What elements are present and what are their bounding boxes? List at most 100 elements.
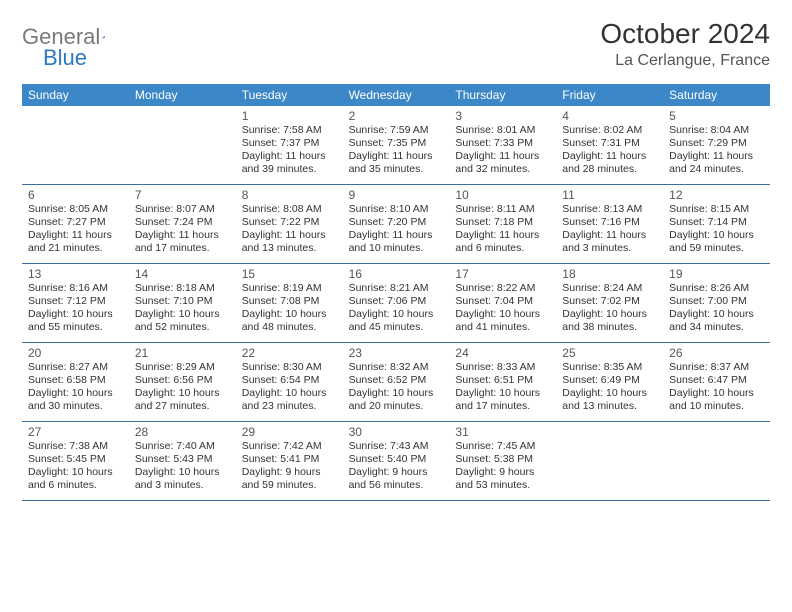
day-number: 12: [669, 188, 764, 202]
day-number: 2: [349, 109, 444, 123]
day-number: 24: [455, 346, 550, 360]
sunset-text: Sunset: 7:35 PM: [349, 137, 444, 150]
day-number: 22: [242, 346, 337, 360]
daylight-text: Daylight: 10 hours and 23 minutes.: [242, 387, 337, 413]
daylight-text: Daylight: 11 hours and 13 minutes.: [242, 229, 337, 255]
day-cell: 18Sunrise: 8:24 AMSunset: 7:02 PMDayligh…: [556, 264, 663, 342]
daylight-text: Daylight: 9 hours and 56 minutes.: [349, 466, 444, 492]
day-cell: 14Sunrise: 8:18 AMSunset: 7:10 PMDayligh…: [129, 264, 236, 342]
daylight-text: Daylight: 10 hours and 27 minutes.: [135, 387, 230, 413]
day-cell: 26Sunrise: 8:37 AMSunset: 6:47 PMDayligh…: [663, 343, 770, 421]
sunrise-text: Sunrise: 7:40 AM: [135, 440, 230, 453]
sunset-text: Sunset: 6:56 PM: [135, 374, 230, 387]
day-number: 21: [135, 346, 230, 360]
day-cell: 28Sunrise: 7:40 AMSunset: 5:43 PMDayligh…: [129, 422, 236, 500]
day-number: 15: [242, 267, 337, 281]
daylight-text: Daylight: 11 hours and 17 minutes.: [135, 229, 230, 255]
day-number: 27: [28, 425, 123, 439]
sunrise-text: Sunrise: 8:18 AM: [135, 282, 230, 295]
sunrise-text: Sunrise: 8:11 AM: [455, 203, 550, 216]
day-number: 10: [455, 188, 550, 202]
day-cell: 12Sunrise: 8:15 AMSunset: 7:14 PMDayligh…: [663, 185, 770, 263]
sunrise-text: Sunrise: 7:42 AM: [242, 440, 337, 453]
sunset-text: Sunset: 6:51 PM: [455, 374, 550, 387]
title-block: October 2024 La Cerlangue, France: [600, 18, 770, 70]
sunrise-text: Sunrise: 8:02 AM: [562, 124, 657, 137]
day-cell: 11Sunrise: 8:13 AMSunset: 7:16 PMDayligh…: [556, 185, 663, 263]
daylight-text: Daylight: 10 hours and 45 minutes.: [349, 308, 444, 334]
day-number: 28: [135, 425, 230, 439]
day-cell: [556, 422, 663, 500]
calendar: Sunday Monday Tuesday Wednesday Thursday…: [22, 84, 770, 501]
day-cell: 9Sunrise: 8:10 AMSunset: 7:20 PMDaylight…: [343, 185, 450, 263]
day-cell: 5Sunrise: 8:04 AMSunset: 7:29 PMDaylight…: [663, 106, 770, 184]
sunset-text: Sunset: 5:40 PM: [349, 453, 444, 466]
day-number: 6: [28, 188, 123, 202]
day-number: 7: [135, 188, 230, 202]
day-cell: 16Sunrise: 8:21 AMSunset: 7:06 PMDayligh…: [343, 264, 450, 342]
sunrise-text: Sunrise: 8:30 AM: [242, 361, 337, 374]
sunrise-text: Sunrise: 8:05 AM: [28, 203, 123, 216]
day-number: 4: [562, 109, 657, 123]
sunset-text: Sunset: 7:33 PM: [455, 137, 550, 150]
sunset-text: Sunset: 7:06 PM: [349, 295, 444, 308]
day-cell: 2Sunrise: 7:59 AMSunset: 7:35 PMDaylight…: [343, 106, 450, 184]
day-cell: 21Sunrise: 8:29 AMSunset: 6:56 PMDayligh…: [129, 343, 236, 421]
sunrise-text: Sunrise: 8:33 AM: [455, 361, 550, 374]
day-cell: [22, 106, 129, 184]
day-number: 13: [28, 267, 123, 281]
sunset-text: Sunset: 7:10 PM: [135, 295, 230, 308]
day-cell: 1Sunrise: 7:58 AMSunset: 7:37 PMDaylight…: [236, 106, 343, 184]
sunrise-text: Sunrise: 8:19 AM: [242, 282, 337, 295]
day-cell: 15Sunrise: 8:19 AMSunset: 7:08 PMDayligh…: [236, 264, 343, 342]
dayhead-monday: Monday: [129, 84, 236, 106]
sunset-text: Sunset: 5:38 PM: [455, 453, 550, 466]
sunset-text: Sunset: 5:41 PM: [242, 453, 337, 466]
day-cell: 25Sunrise: 8:35 AMSunset: 6:49 PMDayligh…: [556, 343, 663, 421]
sunrise-text: Sunrise: 8:22 AM: [455, 282, 550, 295]
sunset-text: Sunset: 7:02 PM: [562, 295, 657, 308]
sunrise-text: Sunrise: 8:21 AM: [349, 282, 444, 295]
logo-triangle-icon: [102, 30, 105, 44]
day-number: 20: [28, 346, 123, 360]
daylight-text: Daylight: 11 hours and 32 minutes.: [455, 150, 550, 176]
day-cell: 10Sunrise: 8:11 AMSunset: 7:18 PMDayligh…: [449, 185, 556, 263]
sunset-text: Sunset: 7:12 PM: [28, 295, 123, 308]
day-number: 29: [242, 425, 337, 439]
sunrise-text: Sunrise: 8:16 AM: [28, 282, 123, 295]
week-row: 1Sunrise: 7:58 AMSunset: 7:37 PMDaylight…: [22, 106, 770, 185]
daylight-text: Daylight: 10 hours and 13 minutes.: [562, 387, 657, 413]
daylight-text: Daylight: 10 hours and 38 minutes.: [562, 308, 657, 334]
day-cell: 31Sunrise: 7:45 AMSunset: 5:38 PMDayligh…: [449, 422, 556, 500]
day-cell: 3Sunrise: 8:01 AMSunset: 7:33 PMDaylight…: [449, 106, 556, 184]
page-header: General October 2024 La Cerlangue, Franc…: [22, 18, 770, 70]
day-number: 9: [349, 188, 444, 202]
sunrise-text: Sunrise: 8:10 AM: [349, 203, 444, 216]
sunset-text: Sunset: 6:47 PM: [669, 374, 764, 387]
sunrise-text: Sunrise: 8:15 AM: [669, 203, 764, 216]
sunset-text: Sunset: 7:04 PM: [455, 295, 550, 308]
sunset-text: Sunset: 5:43 PM: [135, 453, 230, 466]
day-number: 1: [242, 109, 337, 123]
day-cell: 30Sunrise: 7:43 AMSunset: 5:40 PMDayligh…: [343, 422, 450, 500]
daylight-text: Daylight: 11 hours and 21 minutes.: [28, 229, 123, 255]
sunrise-text: Sunrise: 8:37 AM: [669, 361, 764, 374]
sunset-text: Sunset: 7:16 PM: [562, 216, 657, 229]
dayhead-tuesday: Tuesday: [236, 84, 343, 106]
sunrise-text: Sunrise: 8:32 AM: [349, 361, 444, 374]
sunset-text: Sunset: 7:14 PM: [669, 216, 764, 229]
day-cell: [663, 422, 770, 500]
daylight-text: Daylight: 10 hours and 48 minutes.: [242, 308, 337, 334]
day-cell: 29Sunrise: 7:42 AMSunset: 5:41 PMDayligh…: [236, 422, 343, 500]
sunset-text: Sunset: 6:54 PM: [242, 374, 337, 387]
dayhead-friday: Friday: [556, 84, 663, 106]
day-cell: 6Sunrise: 8:05 AMSunset: 7:27 PMDaylight…: [22, 185, 129, 263]
dayhead-sunday: Sunday: [22, 84, 129, 106]
day-cell: 17Sunrise: 8:22 AMSunset: 7:04 PMDayligh…: [449, 264, 556, 342]
sunrise-text: Sunrise: 8:35 AM: [562, 361, 657, 374]
day-header-row: Sunday Monday Tuesday Wednesday Thursday…: [22, 84, 770, 106]
sunrise-text: Sunrise: 8:08 AM: [242, 203, 337, 216]
day-cell: 23Sunrise: 8:32 AMSunset: 6:52 PMDayligh…: [343, 343, 450, 421]
logo-text-blue: Blue: [43, 45, 87, 70]
sunrise-text: Sunrise: 7:58 AM: [242, 124, 337, 137]
